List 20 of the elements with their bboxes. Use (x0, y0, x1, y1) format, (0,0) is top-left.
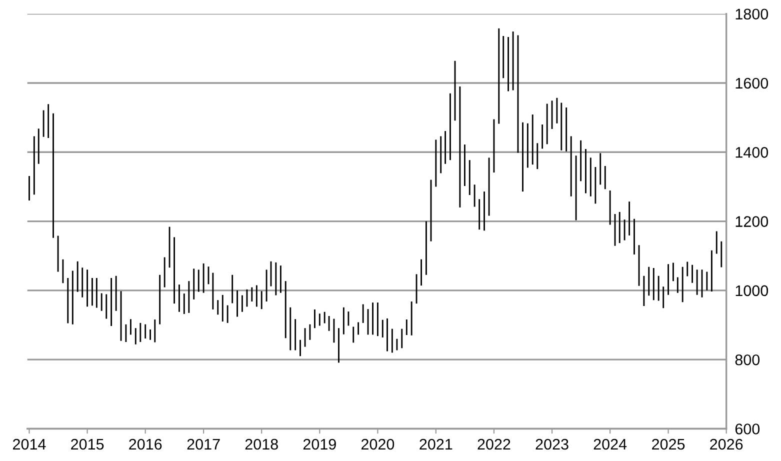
y-tick-label: 1000 (736, 285, 768, 296)
y-tick-label: 1400 (736, 147, 768, 158)
x-tick-label: 2023 (536, 438, 568, 450)
y-tick-label: 1800 (736, 8, 768, 20)
x-tick-label: 2020 (361, 438, 394, 450)
x-tick-label: 2017 (187, 438, 220, 450)
y-tick-label: 1200 (736, 216, 768, 227)
x-tick-label: 2014 (13, 438, 46, 450)
y-tick-label: 600 (735, 424, 760, 434)
y-tick-label: 1600 (736, 78, 768, 89)
x-tick-label: 2015 (71, 438, 104, 450)
x-tick-label: 2024 (594, 438, 627, 450)
x-tick-label: 2018 (245, 438, 278, 450)
x-tick-label: 2025 (652, 438, 685, 450)
x-tick-label: 2019 (303, 438, 336, 450)
x-tick-label: 2016 (129, 438, 162, 450)
y-tick-label: 800 (735, 354, 760, 366)
x-tick-label: 2022 (478, 438, 510, 450)
x-tick-label: 2026 (710, 438, 743, 450)
x-tick-label: 2021 (420, 438, 452, 450)
